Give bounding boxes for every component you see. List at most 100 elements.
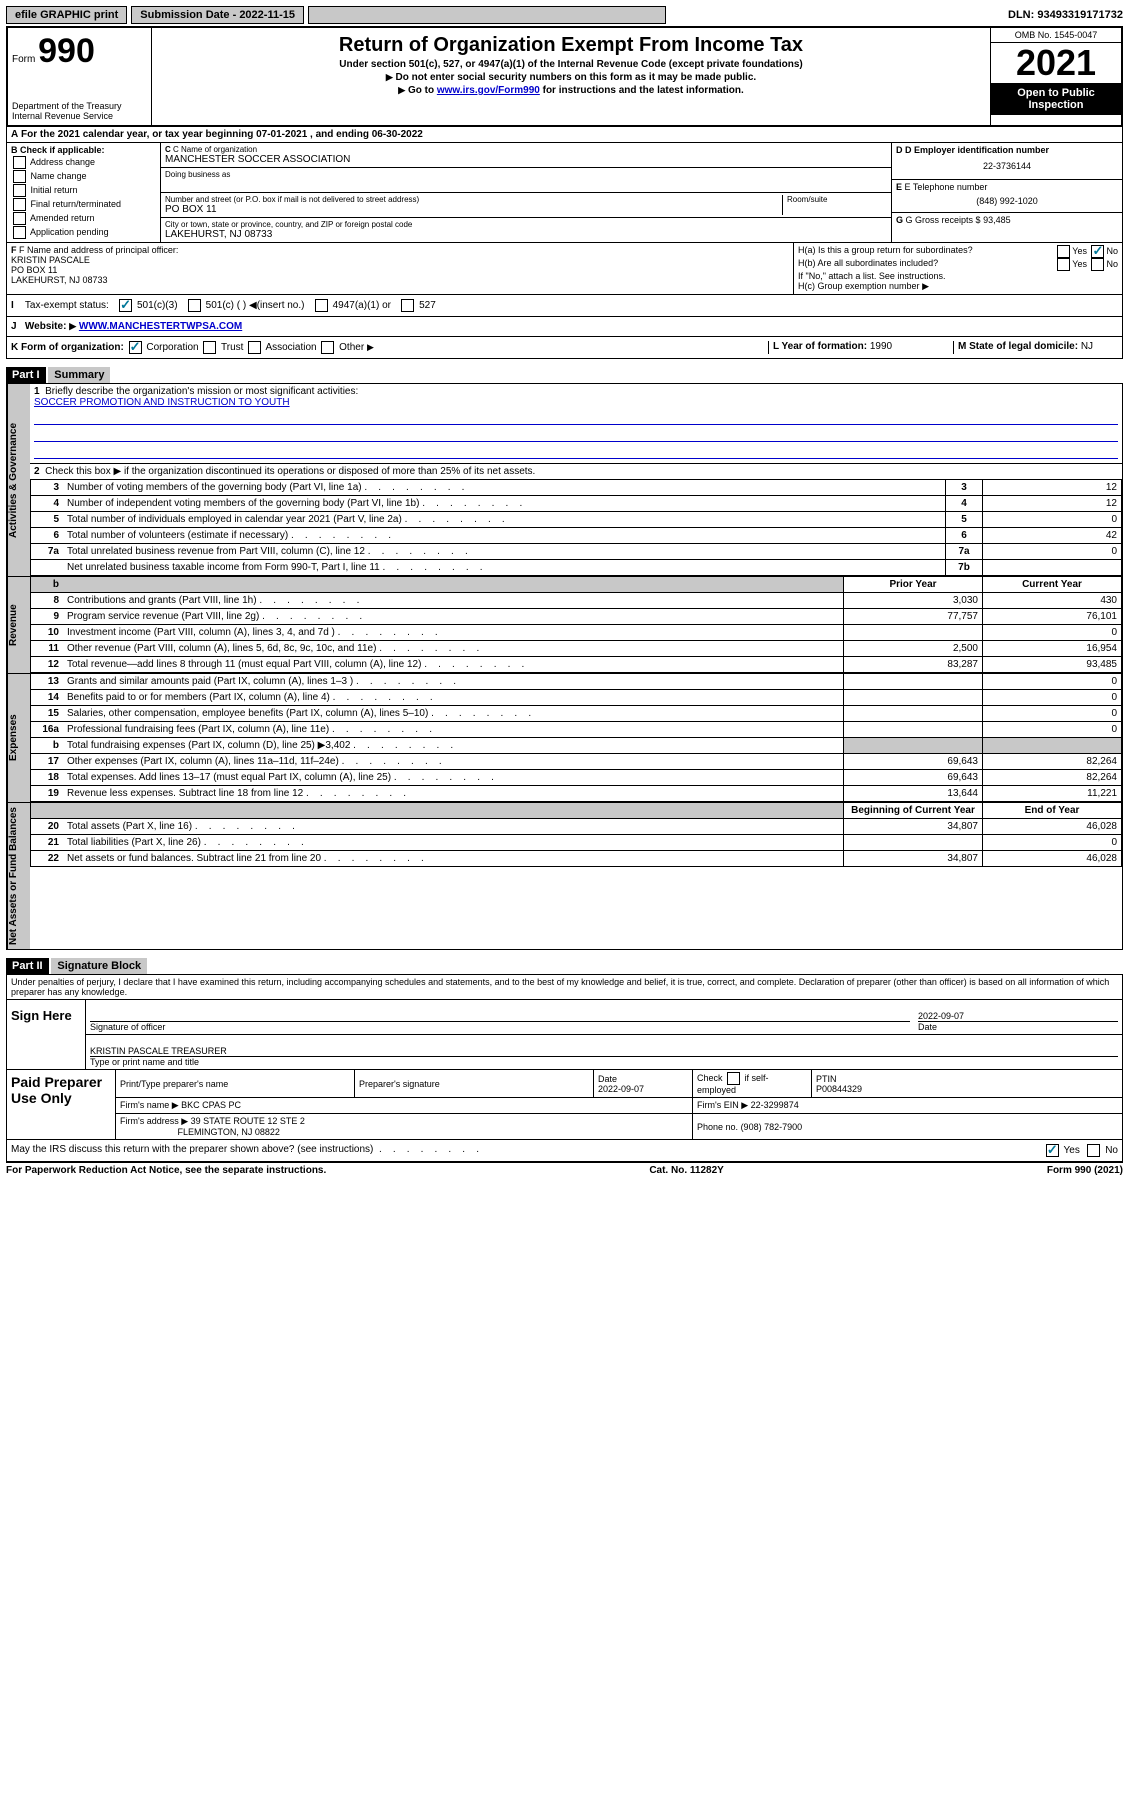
dba-label: Doing business as xyxy=(165,170,887,179)
check-name-change[interactable]: Name change xyxy=(11,170,156,183)
hc-label: H(c) Group exemption number xyxy=(798,281,920,291)
column-c-org-info: C C Name of organization MANCHESTER SOCC… xyxy=(161,143,891,242)
check-trust[interactable] xyxy=(203,341,216,354)
section-a-period: A For the 2021 calendar year, or tax yea… xyxy=(6,127,1123,143)
may-irs-yes[interactable] xyxy=(1046,1144,1059,1157)
check-final-return[interactable]: Final return/terminated xyxy=(11,198,156,211)
firm-addr: 39 STATE ROUTE 12 STE 2 xyxy=(191,1116,305,1126)
line-2-discontinue: 2 Check this box ▶ if the organization d… xyxy=(30,464,1122,480)
row-j-website: J Website: WWW.MANCHESTERTWPSA.COM xyxy=(6,317,1123,337)
officer-name-title: KRISTIN PASCALE TREASURER xyxy=(90,1046,1118,1056)
check-4947[interactable] xyxy=(315,299,328,312)
principal-officer: F F Name and address of principal office… xyxy=(7,243,793,294)
check-527[interactable] xyxy=(401,299,414,312)
efile-button[interactable]: efile GRAPHIC print xyxy=(6,6,127,24)
ha-yes[interactable] xyxy=(1057,245,1070,258)
gross-value: 93,485 xyxy=(983,215,1011,225)
sig-date-value: 2022-09-07 xyxy=(918,1011,1118,1021)
check-501c[interactable] xyxy=(188,299,201,312)
row-i-tax-status: I Tax-exempt status: 501(c)(3) 501(c) ( … xyxy=(6,295,1123,317)
revenue-section: Revenue b Prior Year Current Year 8Contr… xyxy=(6,577,1123,674)
column-b-checkboxes: B Check if applicable: Address change Na… xyxy=(7,143,161,242)
blank-button xyxy=(308,6,666,24)
table-row: 19Revenue less expenses. Subtract line 1… xyxy=(31,786,1122,802)
hb-no[interactable] xyxy=(1091,258,1104,271)
dln: DLN: 93493319171732 xyxy=(1008,9,1123,21)
boy-header: Beginning of Current Year xyxy=(844,803,983,819)
column-de: D D Employer identification number 22-37… xyxy=(891,143,1122,242)
may-irs-no[interactable] xyxy=(1087,1144,1100,1157)
header-line1: Do not enter social security numbers on … xyxy=(160,72,982,83)
officer-addr2: LAKEHURST, NJ 08733 xyxy=(11,275,108,285)
part-ii-title: Signature Block xyxy=(51,958,147,974)
check-other[interactable] xyxy=(321,341,334,354)
year-formation: 1990 xyxy=(870,341,892,352)
submission-date-button[interactable]: Submission Date - 2022-11-15 xyxy=(131,6,304,24)
table-row: 10Investment income (Part VIII, column (… xyxy=(31,625,1122,641)
vtab-governance: Activities & Governance xyxy=(7,384,30,576)
org-name: MANCHESTER SOCCER ASSOCIATION xyxy=(165,154,887,165)
table-row: 9Program service revenue (Part VIII, lin… xyxy=(31,609,1122,625)
sig-date-label: Date xyxy=(918,1021,1118,1032)
state-domicile: NJ xyxy=(1081,341,1093,352)
sign-here-label: Sign Here xyxy=(7,1000,85,1069)
group-return-section: H(a) Is this a group return for subordin… xyxy=(793,243,1122,294)
top-bar: efile GRAPHIC print Submission Date - 20… xyxy=(6,6,1123,24)
eoy-header: End of Year xyxy=(983,803,1122,819)
part-i: Part I Summary xyxy=(6,359,1123,383)
check-corporation[interactable] xyxy=(129,341,142,354)
irs-link[interactable]: www.irs.gov/Form990 xyxy=(437,85,540,96)
gross-label: G Gross receipts $ xyxy=(906,215,981,225)
table-row: 16aProfessional fundraising fees (Part I… xyxy=(31,722,1122,738)
department: Department of the Treasury Internal Reve… xyxy=(12,101,147,121)
main-info-block: B Check if applicable: Address change Na… xyxy=(6,143,1123,243)
mission-box: 1 Briefly describe the organization's mi… xyxy=(30,384,1122,464)
officer-type-label: Type or print name and title xyxy=(90,1056,1118,1067)
check-address-change[interactable]: Address change xyxy=(11,156,156,169)
check-association[interactable] xyxy=(248,341,261,354)
prep-check-label: Check if self-employed xyxy=(693,1070,812,1098)
page-footer: For Paperwork Reduction Act Notice, see … xyxy=(6,1162,1123,1178)
row-klm: K Form of organization: Corporation Trus… xyxy=(6,337,1123,359)
part-i-header: Part I xyxy=(6,367,46,383)
form-header: Form 990 Department of the Treasury Inte… xyxy=(6,26,1123,127)
footer-left: For Paperwork Reduction Act Notice, see … xyxy=(6,1165,326,1176)
table-row: 20Total assets (Part X, line 16)34,80746… xyxy=(31,819,1122,835)
hb-yes[interactable] xyxy=(1057,258,1070,271)
table-row: 18Total expenses. Add lines 13–17 (must … xyxy=(31,770,1122,786)
firm-name-label: Firm's name ▶ xyxy=(120,1100,179,1110)
signature-block: Under penalties of perjury, I declare th… xyxy=(6,974,1123,1162)
table-row: Net unrelated business taxable income fr… xyxy=(31,560,1122,576)
org-address: PO BOX 11 xyxy=(165,204,782,215)
room-label: Room/suite xyxy=(787,195,887,204)
check-501c3[interactable] xyxy=(119,299,132,312)
part-i-title: Summary xyxy=(48,367,110,383)
netassets-table: Beginning of Current Year End of Year 20… xyxy=(30,803,1122,867)
form-label: Form xyxy=(12,54,35,65)
ha-no[interactable] xyxy=(1091,245,1104,258)
hb-label: H(b) Are all subordinates included? xyxy=(798,258,938,271)
expenses-table: 13Grants and similar amounts paid (Part … xyxy=(30,674,1122,802)
table-row: 12Total revenue—add lines 8 through 11 (… xyxy=(31,657,1122,673)
ein-label: D D Employer identification number xyxy=(896,145,1118,155)
website-link[interactable]: WWW.MANCHESTERTWPSA.COM xyxy=(79,321,242,332)
governance-table: 3Number of voting members of the governi… xyxy=(30,480,1122,576)
check-amended-return[interactable]: Amended return xyxy=(11,212,156,225)
vtab-expenses: Expenses xyxy=(7,674,30,802)
tax-year: 2021 xyxy=(991,43,1121,83)
firm-phone-label: Phone no. xyxy=(697,1122,738,1132)
table-row: 5Total number of individuals employed in… xyxy=(31,512,1122,528)
table-row: 21Total liabilities (Part X, line 26)0 xyxy=(31,835,1122,851)
table-row: 4Number of independent voting members of… xyxy=(31,496,1122,512)
vtab-revenue: Revenue xyxy=(7,577,30,673)
form-number: 990 xyxy=(38,32,95,70)
table-row: 14Benefits paid to or for members (Part … xyxy=(31,690,1122,706)
ein-value: 22-3736144 xyxy=(896,155,1118,177)
header-center: Return of Organization Exempt From Incom… xyxy=(152,28,990,125)
check-application-pending[interactable]: Application pending xyxy=(11,226,156,239)
check-initial-return[interactable]: Initial return xyxy=(11,184,156,197)
prior-year-header: Prior Year xyxy=(844,577,983,593)
header-right: OMB No. 1545-0047 2021 Open to Public In… xyxy=(990,28,1121,125)
ptin-label: PTIN xyxy=(816,1074,837,1084)
table-row: 17Other expenses (Part IX, column (A), l… xyxy=(31,754,1122,770)
